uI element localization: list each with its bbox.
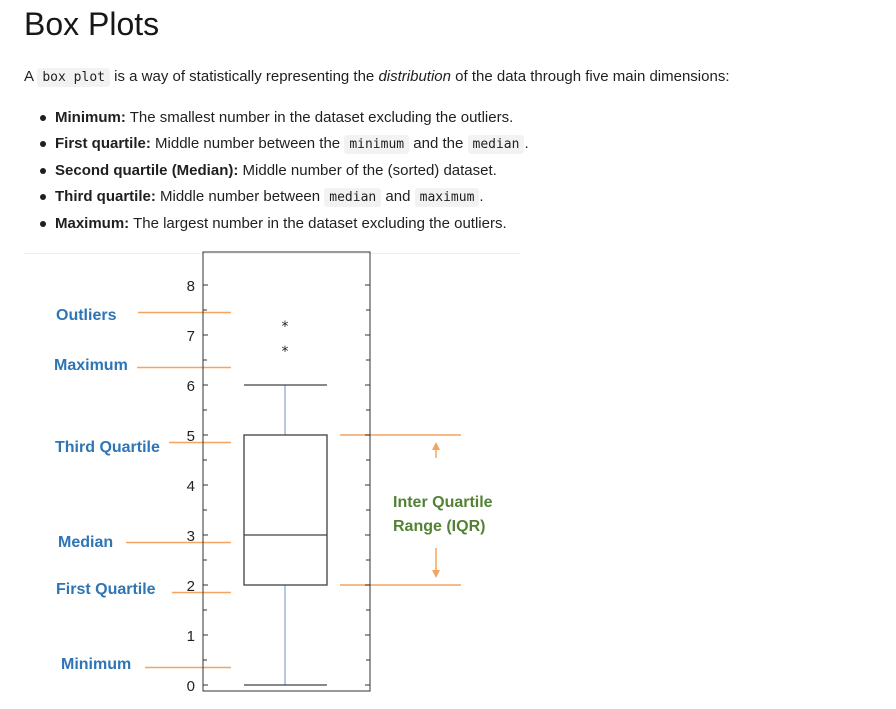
bullet-term: First quartile: xyxy=(55,135,151,152)
label-maximum: Maximum xyxy=(54,357,128,374)
intro-middle: is a way of statistically representing t… xyxy=(109,68,379,85)
label-minimum: Minimum xyxy=(61,656,131,673)
intro-prefix: A xyxy=(24,68,38,85)
bullet-text: . xyxy=(524,135,529,152)
y-tick-label: 1 xyxy=(187,628,195,645)
distribution-emphasis: distribution xyxy=(378,68,451,85)
annotation-labels: Outliers Maximum Third Quartile Median F… xyxy=(54,307,493,673)
median-code: median xyxy=(324,188,382,207)
iqr-arrow-down-head xyxy=(432,570,440,578)
y-axis: 0 1 2 3 4 5 6 7 8 xyxy=(187,251,371,695)
outlier-point: * xyxy=(282,319,289,335)
bullet-maximum: Maximum: The largest number in the datas… xyxy=(38,211,878,237)
bullet-text: and the xyxy=(409,135,468,152)
section-divider xyxy=(24,253,520,254)
bullet-median: Second quartile (Median): Middle number … xyxy=(38,158,878,184)
y-tick-label: 6 xyxy=(187,378,195,395)
bullet-text: Middle number of the (sorted) dataset. xyxy=(238,162,497,179)
bullet-third-quartile: Third quartile: Middle number between me… xyxy=(38,184,878,211)
label-iqr-line2: Range (IQR) xyxy=(393,518,485,535)
label-first-quartile: First Quartile xyxy=(56,581,156,598)
y-tick-label: 4 xyxy=(187,478,195,495)
plot-frame xyxy=(202,251,371,692)
bullet-first-quartile: First quartile: Middle number between th… xyxy=(38,131,878,158)
outlier-point: * xyxy=(282,344,289,360)
bullet-minimum: Minimum: The smallest number in the data… xyxy=(38,105,878,131)
median-code: median xyxy=(467,135,525,154)
y-tick-label: 7 xyxy=(187,328,195,345)
bullet-text: and xyxy=(381,188,415,205)
box-plot-code: box plot xyxy=(37,68,110,87)
bullet-text: The largest number in the dataset exclud… xyxy=(129,215,507,232)
label-third-quartile: Third Quartile xyxy=(55,439,160,456)
y-tick-label: 3 xyxy=(187,528,195,545)
guide-lines xyxy=(126,311,461,669)
bullet-term: Minimum: xyxy=(55,109,126,126)
maximum-code: maximum xyxy=(414,188,480,207)
y-tick-label: 5 xyxy=(187,428,195,445)
label-median: Median xyxy=(58,534,113,551)
y-tick-label: 8 xyxy=(187,278,195,295)
bullet-text: The smallest number in the dataset exclu… xyxy=(125,109,514,126)
minimum-code: minimum xyxy=(344,135,410,154)
y-tick-label: 2 xyxy=(187,578,195,595)
bullet-term: Maximum: xyxy=(55,215,130,232)
intro-paragraph: A box plot is a way of statistically rep… xyxy=(24,66,884,89)
bullet-text: . xyxy=(479,188,484,205)
label-iqr-line1: Inter Quartile xyxy=(393,494,493,511)
intro-suffix: of the data through five main dimensions… xyxy=(451,68,730,85)
iqr-arrow-up-head xyxy=(432,442,440,450)
bullet-term: Third quartile: xyxy=(55,188,156,205)
plot-elements: ** xyxy=(243,319,328,686)
page-title: Box Plots xyxy=(24,6,160,42)
label-outliers: Outliers xyxy=(56,307,117,324)
bullet-text: Middle number between xyxy=(155,188,325,205)
y-tick-label: 0 xyxy=(187,678,195,695)
bullet-term: Second quartile (Median): xyxy=(55,162,239,179)
bullet-text: Middle number between the xyxy=(150,135,345,152)
dimension-list: Minimum: The smallest number in the data… xyxy=(38,105,878,237)
iqr-box xyxy=(243,434,328,586)
